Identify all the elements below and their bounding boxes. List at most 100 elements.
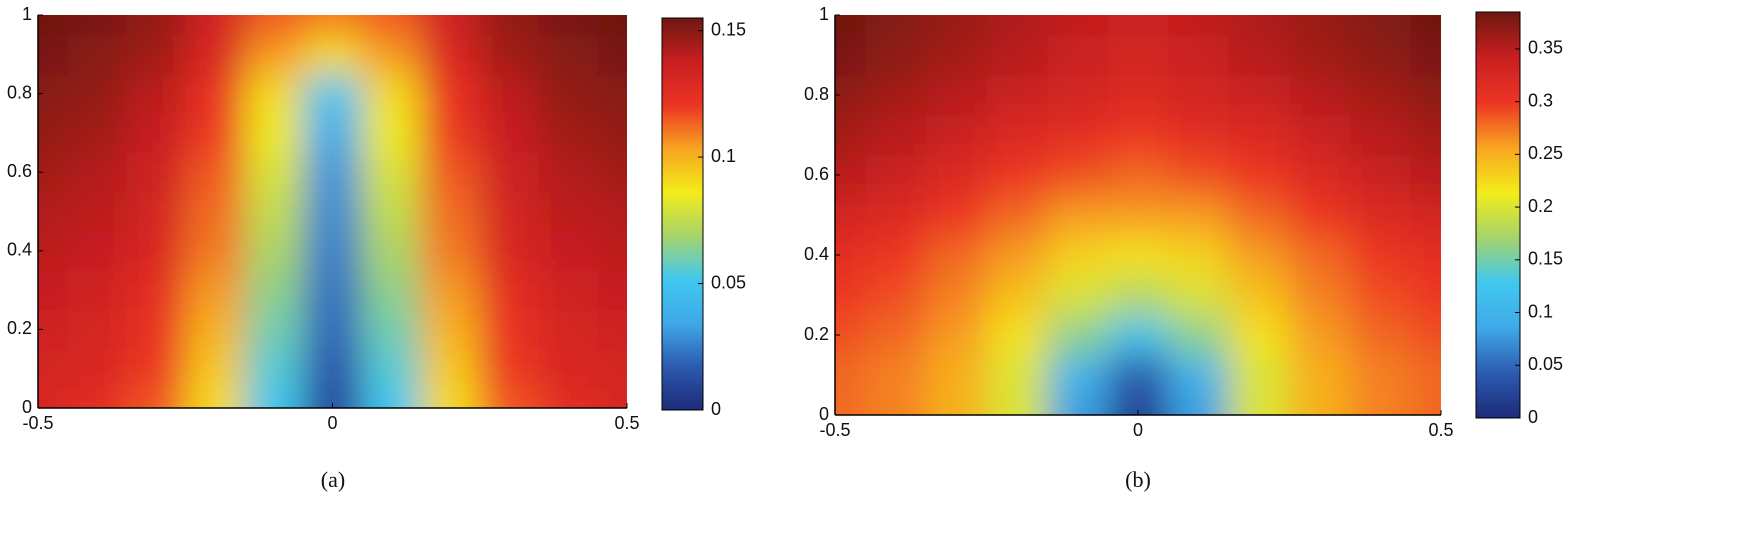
heatmap-cell bbox=[1289, 195, 1351, 236]
heatmap-cell bbox=[185, 113, 245, 154]
heatmap-cell bbox=[1107, 355, 1169, 396]
heatmap-cell bbox=[361, 152, 422, 193]
heatmap-cell bbox=[1228, 15, 1290, 36]
y-tick-label: 0.2 bbox=[804, 324, 829, 344]
colorbar-tick-label: 0.1 bbox=[1528, 301, 1553, 321]
heatmap-cell bbox=[1228, 35, 1290, 76]
heatmap-cell bbox=[1350, 235, 1412, 276]
heatmap-cell bbox=[538, 15, 599, 36]
heatmap-cell bbox=[1228, 275, 1290, 316]
heatmap-cell bbox=[244, 388, 304, 408]
heatmap-cell bbox=[925, 35, 987, 76]
heatmap-cell bbox=[420, 191, 481, 232]
heatmap-cells bbox=[835, 15, 1441, 415]
heatmap-cell bbox=[244, 73, 304, 114]
plot-area bbox=[835, 15, 1441, 415]
y-tick-label: 1 bbox=[819, 4, 829, 24]
heatmap-cell bbox=[185, 15, 245, 36]
heatmap-cell bbox=[185, 309, 245, 350]
heatmap-cell bbox=[67, 113, 127, 154]
colorbar-tick-label: 0.35 bbox=[1528, 38, 1563, 58]
heatmap-cell bbox=[1350, 15, 1412, 36]
heatmap-cell bbox=[67, 152, 127, 193]
heatmap-cell bbox=[420, 73, 481, 114]
heatmap-cell bbox=[67, 34, 127, 75]
heatmap-cell bbox=[420, 231, 481, 271]
heatmap-cell bbox=[1350, 115, 1412, 156]
heatmap-cell bbox=[538, 113, 599, 154]
heatmap-cell bbox=[38, 113, 68, 154]
heatmap-cell bbox=[597, 34, 627, 75]
heatmap-cell bbox=[538, 231, 599, 271]
heatmap-cell bbox=[1168, 235, 1230, 276]
heatmap-cell bbox=[126, 349, 186, 389]
heatmap-cell bbox=[479, 15, 540, 36]
heatmap-cell bbox=[185, 34, 245, 75]
heatmap-cell bbox=[479, 191, 540, 232]
heatmap-cell bbox=[865, 395, 927, 415]
heatmap-cell bbox=[303, 231, 363, 271]
heatmap-cell bbox=[925, 235, 987, 276]
heatmap-cell bbox=[1228, 155, 1290, 196]
colorbar-tick-label: 0 bbox=[1528, 407, 1538, 427]
colorbar-tick-label: 0.05 bbox=[711, 272, 746, 292]
heatmap-cell bbox=[420, 388, 481, 408]
colorbar bbox=[661, 17, 704, 411]
heatmap-cell bbox=[1350, 35, 1412, 76]
y-tick-label: 0 bbox=[22, 397, 32, 417]
heatmap-cell bbox=[538, 309, 599, 350]
heatmap-cell bbox=[1410, 35, 1441, 76]
heatmap-cell bbox=[1168, 355, 1230, 396]
heatmap-cell bbox=[185, 152, 245, 193]
heatmap-cell bbox=[126, 388, 186, 408]
heatmap-cell bbox=[1047, 235, 1109, 276]
heatmap-cell bbox=[597, 270, 627, 311]
heatmap-cell bbox=[925, 315, 987, 356]
heatmap-cell bbox=[126, 15, 186, 36]
heatmap-cell bbox=[986, 195, 1048, 236]
heatmap-cell bbox=[479, 152, 540, 193]
heatmap-cell bbox=[925, 195, 987, 236]
heatmap-cell bbox=[986, 75, 1048, 116]
heatmap-cell bbox=[1047, 35, 1109, 76]
heatmap-cell bbox=[1350, 155, 1412, 196]
heatmap-cell bbox=[126, 34, 186, 75]
y-tick-label: 1 bbox=[22, 4, 32, 24]
heatmap-cell bbox=[1289, 315, 1351, 356]
heatmap-cell bbox=[479, 270, 540, 311]
heatmap-cell bbox=[1289, 275, 1351, 316]
heatmap-cell bbox=[1410, 15, 1441, 36]
heatmap-cell bbox=[538, 73, 599, 114]
heatmap-cell bbox=[1228, 315, 1290, 356]
y-tick-label: 0 bbox=[819, 404, 829, 424]
heatmap-cell bbox=[986, 115, 1048, 156]
heatmap-cell bbox=[1228, 75, 1290, 116]
heatmap-cell bbox=[1107, 115, 1169, 156]
heatmap-cell bbox=[67, 388, 127, 408]
heatmap-cell bbox=[835, 395, 866, 415]
heatmap-cell bbox=[865, 355, 927, 396]
heatmap-cell bbox=[479, 231, 540, 271]
heatmap-cell bbox=[1168, 275, 1230, 316]
heatmap-cell bbox=[126, 231, 186, 271]
heatmap-cell bbox=[925, 15, 987, 36]
heatmap-cell bbox=[986, 35, 1048, 76]
x-tick-label: -0.5 bbox=[22, 413, 53, 433]
heatmap-cell bbox=[1047, 15, 1109, 36]
y-tick-label: 0.6 bbox=[804, 164, 829, 184]
caption: (a) bbox=[321, 467, 345, 492]
heatmap-cell bbox=[361, 191, 422, 232]
heatmap-cell bbox=[925, 355, 987, 396]
heatmap-cell bbox=[1047, 395, 1109, 415]
heatmap-cell bbox=[1350, 275, 1412, 316]
heatmap-cell bbox=[1350, 195, 1412, 236]
heatmap-cell bbox=[597, 309, 627, 350]
heatmap-cell bbox=[185, 270, 245, 311]
plot-area bbox=[38, 15, 627, 408]
heatmap-cell bbox=[1410, 115, 1441, 156]
heatmap-cell bbox=[925, 155, 987, 196]
heatmap-cell bbox=[38, 349, 68, 389]
y-tick-label: 0.8 bbox=[804, 84, 829, 104]
heatmap-cell bbox=[67, 191, 127, 232]
heatmap-cell bbox=[67, 73, 127, 114]
